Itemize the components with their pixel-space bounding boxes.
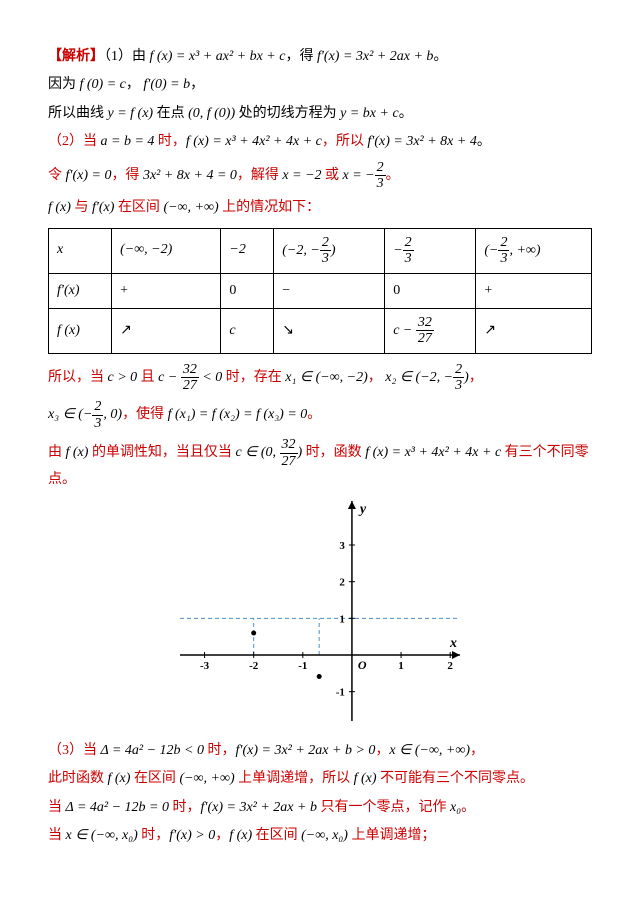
line2: 因为 f (0) = c， f′(0) = b，: [48, 74, 592, 96]
svg-text:O: O: [358, 658, 367, 672]
line1: 【解析】（1）由 f (x) = x³ + ax² + bx + c，得 f′(…: [48, 46, 592, 68]
svg-text:2: 2: [339, 577, 345, 589]
cubic-graph: -3 -2 -1 1 2 -1 1 2 3 x y O: [48, 501, 592, 729]
line4: （2）当 a = b = 4 时，f (x) = x³ + 4x² + 4x +…: [48, 131, 592, 153]
frac-2-3: 23: [375, 160, 386, 192]
line11: 此时函数 f (x) 在区间 (−∞, +∞) 上单调递增，所以 f (x) 不…: [48, 768, 592, 790]
svg-text:-1: -1: [336, 687, 345, 699]
svg-text:y: y: [358, 502, 367, 517]
line13: 当 x ∈ (−∞, x₀) 时，f′(x) > 0，f (x) 在区间 (−∞…: [48, 825, 592, 847]
svg-text:-1: -1: [298, 660, 307, 672]
line10: （3）当 Δ = 4a² − 12b < 0 时，f′(x) = 3x² + 2…: [48, 740, 592, 762]
graph-svg: -3 -2 -1 1 2 -1 1 2 3 x y O: [180, 501, 460, 721]
svg-text:x: x: [449, 636, 457, 651]
line3: 所以曲线 y = f (x) 在点 (0, f (0)) 处的切线方程为 y =…: [48, 103, 592, 125]
svg-text:-3: -3: [200, 660, 210, 672]
monotonicity-table: x (−∞, −2) −2 (−2, −23) −23 (−23, +∞) f′…: [48, 228, 592, 354]
svg-text:3: 3: [339, 540, 345, 552]
line12: 当 Δ = 4a² − 12b = 0 时，f′(x) = 3x² + 2ax …: [48, 797, 592, 819]
svg-text:2: 2: [447, 660, 453, 672]
svg-text:-2: -2: [249, 660, 259, 672]
svg-text:1: 1: [339, 614, 345, 626]
line7: 所以，当 c > 0 且 c − 3227 < 0 时，存在 x₁ ∈ (−∞,…: [48, 362, 592, 394]
line6: f (x) 与 f′(x) 在区间 (−∞, +∞) 上的情况如下：: [48, 197, 592, 219]
line8: x₃ ∈ (−23, 0)，使得 f (x₁) = f (x₂) = f (x₃…: [48, 399, 592, 431]
svg-text:1: 1: [398, 660, 404, 672]
line5: 令 f′(x) = 0，得 3x² + 8x + 4 = 0，解得 x = −2…: [48, 160, 592, 192]
analysis-label: 【解析】: [48, 49, 104, 64]
line9: 由 f (x) 的单调性知，当且仅当 c ∈ (0, 3227) 时，函数 f …: [48, 437, 592, 491]
